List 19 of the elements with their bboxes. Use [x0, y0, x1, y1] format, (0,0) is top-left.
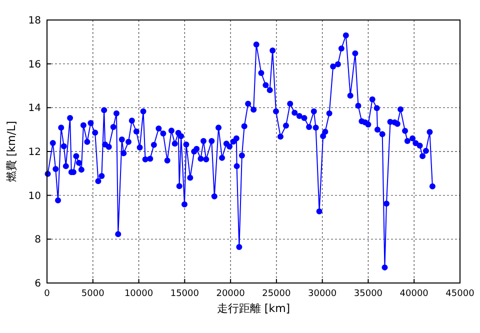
x-tick-label: 30000	[308, 289, 337, 299]
x-tick-label: 45000	[446, 289, 475, 299]
y-tick-label: 8	[34, 234, 41, 246]
x-tick-label: 5000	[81, 289, 105, 299]
x-tick-label: 10000	[124, 289, 154, 299]
y-tick-label: 6	[34, 278, 41, 290]
x-tick-label: 15000	[170, 289, 200, 299]
y-axis-title: 燃費 [km/L]	[5, 121, 18, 182]
x-tick-label: 0	[44, 289, 50, 299]
y-tick-label: 16	[28, 59, 41, 70]
y-tick-label: 18	[28, 16, 41, 26]
x-tick-label: 25000	[262, 289, 292, 299]
y-tick-label: 10	[28, 190, 41, 202]
x-tick-label: 40000	[400, 289, 429, 299]
x-axis-title: 走行距離 [km]	[216, 302, 290, 315]
x-tick-label: 20000	[216, 289, 246, 299]
y-tick-label: 12	[28, 147, 41, 158]
y-tick-label: 14	[28, 103, 41, 114]
x-tick-label: 35000	[354, 289, 383, 299]
